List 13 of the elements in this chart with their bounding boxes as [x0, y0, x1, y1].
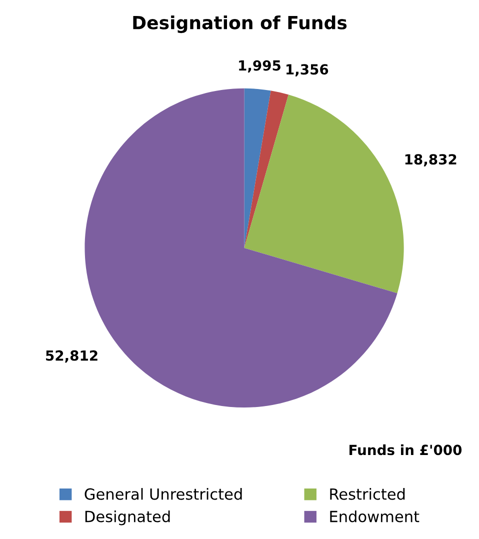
data-label: 52,812: [46, 350, 98, 363]
pie-slice: [244, 90, 288, 248]
legend-label: Designated: [85, 510, 170, 526]
data-label: 1,356: [286, 64, 328, 76]
legend-label: Endowment: [330, 510, 420, 522]
legend-label: Restricted: [330, 488, 405, 500]
chart-title: Designation of Funds: [133, 15, 347, 34]
data-label: 18,832: [405, 154, 456, 166]
pie-slice: [244, 88, 271, 248]
text: Funds in £'000: [350, 444, 462, 456]
data-label: 1,995: [239, 60, 280, 72]
legend-label: General Unrestricted: [84, 488, 242, 500]
pie-slice: [244, 94, 404, 294]
